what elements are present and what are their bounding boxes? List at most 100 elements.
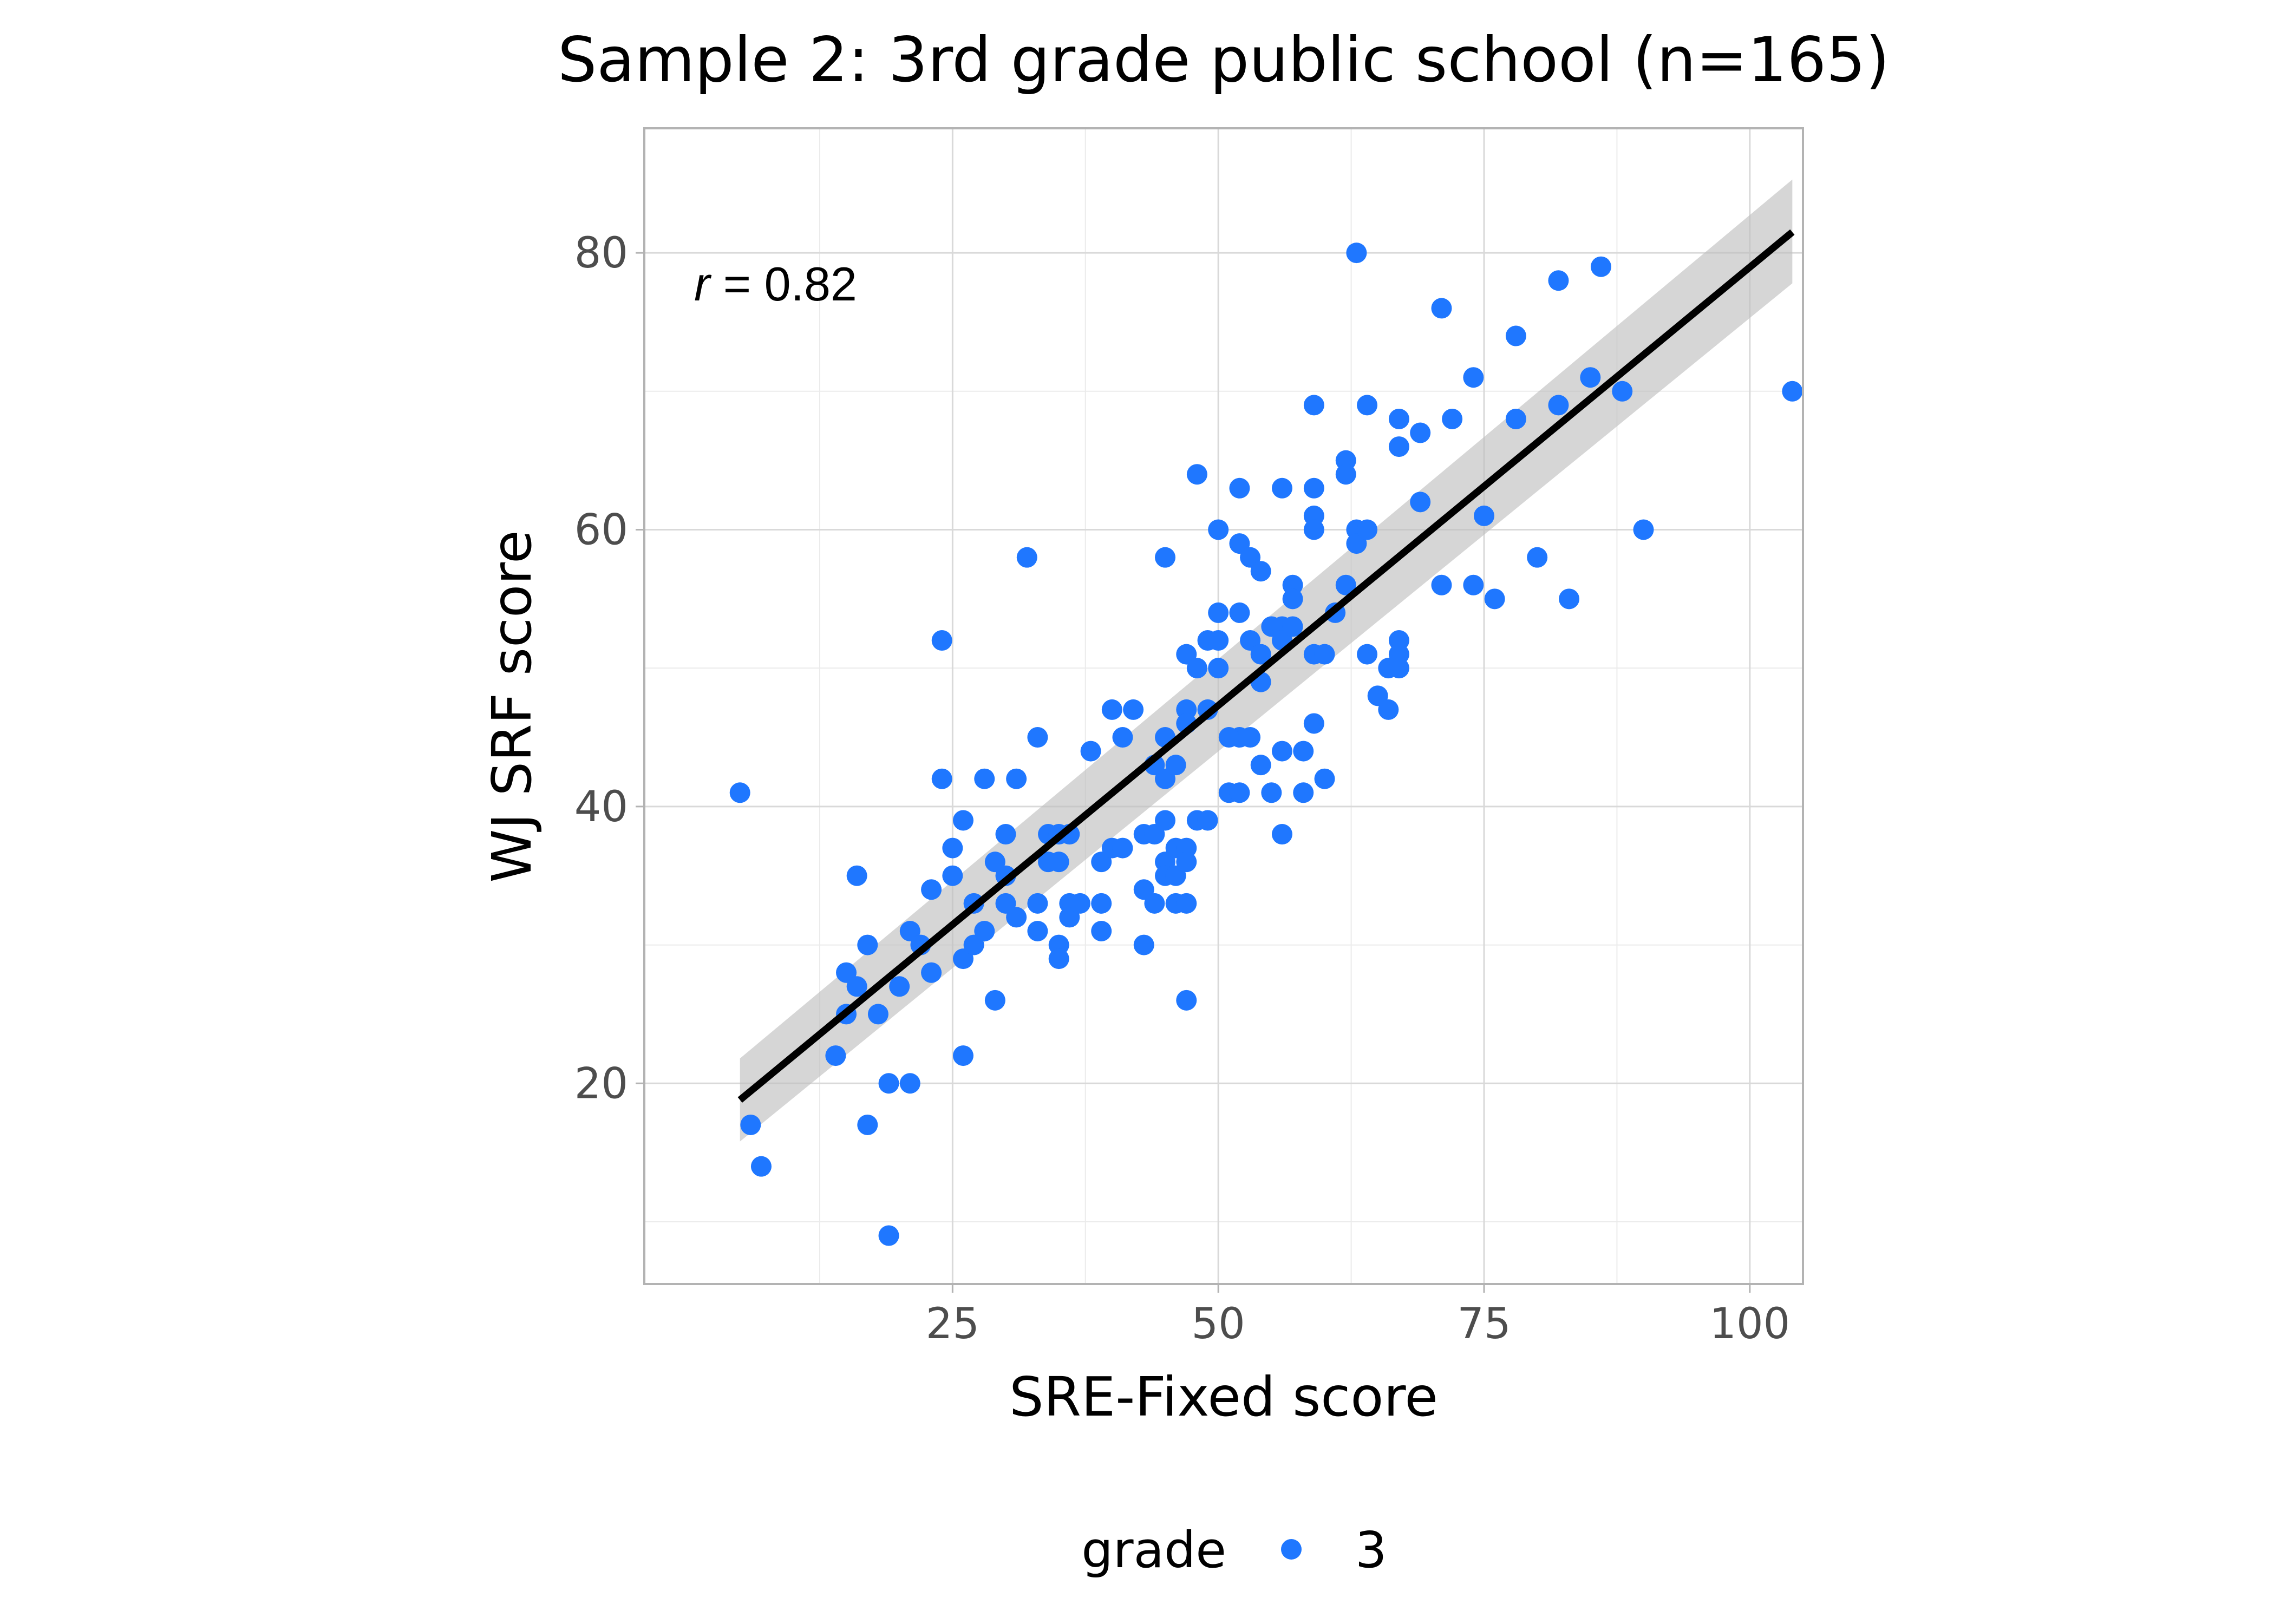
- data-point: [931, 630, 952, 651]
- fit-line: [737, 229, 1795, 1103]
- y-tick-label: 60: [574, 506, 628, 554]
- data-point: [1186, 658, 1207, 679]
- data-point: [1006, 768, 1027, 789]
- grid-minor: [644, 128, 1803, 1284]
- data-point: [1580, 367, 1601, 388]
- legend: grade 3: [1081, 1521, 1387, 1579]
- data-point: [1463, 367, 1484, 388]
- data-point: [1357, 644, 1378, 665]
- data-point: [984, 852, 1005, 873]
- data-point: [1335, 574, 1356, 595]
- data-point: [1559, 588, 1580, 610]
- data-point: [1027, 920, 1048, 941]
- data-point: [1250, 644, 1271, 665]
- data-point: [974, 920, 995, 941]
- data-point: [1027, 893, 1048, 914]
- data-point: [1229, 602, 1250, 623]
- data-point: [1303, 477, 1324, 499]
- data-point: [921, 962, 942, 983]
- data-point: [995, 824, 1016, 845]
- data-point: [1431, 298, 1452, 319]
- data-point: [1229, 782, 1250, 803]
- x-axis-title: SRE-Fixed score: [1009, 1365, 1438, 1429]
- data-point: [952, 1045, 973, 1066]
- data-point: [846, 976, 867, 997]
- x-tick-label: 25: [926, 1300, 979, 1348]
- data-point: [1527, 547, 1548, 568]
- y-axis-title: WJ SRF score: [480, 530, 544, 882]
- data-point: [921, 879, 942, 900]
- data-point: [1006, 907, 1027, 928]
- data-point: [1250, 755, 1271, 776]
- data-point: [1176, 893, 1197, 914]
- data-point: [1463, 574, 1484, 595]
- data-point: [1112, 727, 1133, 748]
- data-point: [1186, 464, 1207, 485]
- data-point: [1155, 810, 1176, 831]
- data-point: [1303, 395, 1324, 416]
- y-axis-ticks: 20 40 60 80: [574, 229, 644, 1108]
- data-point: [974, 768, 995, 789]
- data-point: [942, 865, 963, 886]
- data-point: [942, 837, 963, 859]
- data-point: [1612, 381, 1633, 402]
- data-point: [1197, 810, 1218, 831]
- data-point: [1218, 727, 1239, 748]
- x-axis-ticks: 25 50 75 100: [926, 1284, 1790, 1348]
- data-point: [1133, 934, 1154, 955]
- data-point: [750, 1156, 772, 1177]
- data-point: [1208, 602, 1229, 623]
- data-point: [846, 865, 867, 886]
- data-point: [1027, 727, 1048, 748]
- data-point: [1165, 755, 1186, 776]
- data-point: [867, 1004, 888, 1025]
- data-point: [1314, 644, 1335, 665]
- x-tick-label: 50: [1192, 1300, 1245, 1348]
- legend-key-point: [1281, 1539, 1302, 1560]
- data-point: [1303, 713, 1324, 734]
- data-point: [1282, 588, 1303, 610]
- data-point: [1261, 782, 1282, 803]
- data-point: [1378, 699, 1399, 720]
- data-point: [857, 934, 878, 955]
- data-point: [1208, 630, 1229, 651]
- correlation-value: = 0.82: [710, 257, 857, 311]
- data-point: [1176, 990, 1197, 1011]
- data-point: [1123, 699, 1144, 720]
- data-point: [1357, 395, 1378, 416]
- data-point: [1314, 768, 1335, 789]
- data-point: [1357, 519, 1378, 540]
- data-point: [1388, 658, 1409, 679]
- y-tick-label: 20: [574, 1059, 628, 1108]
- data-point: [1335, 464, 1356, 485]
- legend-title: grade: [1081, 1521, 1226, 1579]
- correlation-symbol: r: [694, 257, 712, 311]
- data-point: [1112, 837, 1133, 859]
- data-point: [1208, 658, 1229, 679]
- data-point: [1091, 893, 1112, 914]
- data-point: [1091, 920, 1112, 941]
- data-point: [1240, 727, 1261, 748]
- data-point: [1590, 256, 1611, 277]
- data-point: [1208, 519, 1229, 540]
- data-point: [1229, 477, 1250, 499]
- data-point: [1484, 588, 1505, 610]
- data-point: [1505, 325, 1526, 346]
- data-point: [878, 1225, 899, 1246]
- data-point: [1144, 893, 1165, 914]
- plot-panel-border: [643, 127, 1804, 1285]
- data-point: [878, 1073, 899, 1094]
- data-point: [1101, 699, 1122, 720]
- x-tick-label: 100: [1709, 1300, 1790, 1348]
- data-point: [1282, 616, 1303, 637]
- data-point: [1633, 519, 1654, 540]
- y-tick-label: 40: [574, 783, 628, 831]
- data-point: [740, 1114, 761, 1135]
- data-point: [1431, 574, 1452, 595]
- data-point: [952, 810, 973, 831]
- data-point: [1505, 408, 1526, 429]
- data-point: [1069, 893, 1090, 914]
- data-point: [1271, 824, 1292, 845]
- data-point: [1388, 436, 1409, 457]
